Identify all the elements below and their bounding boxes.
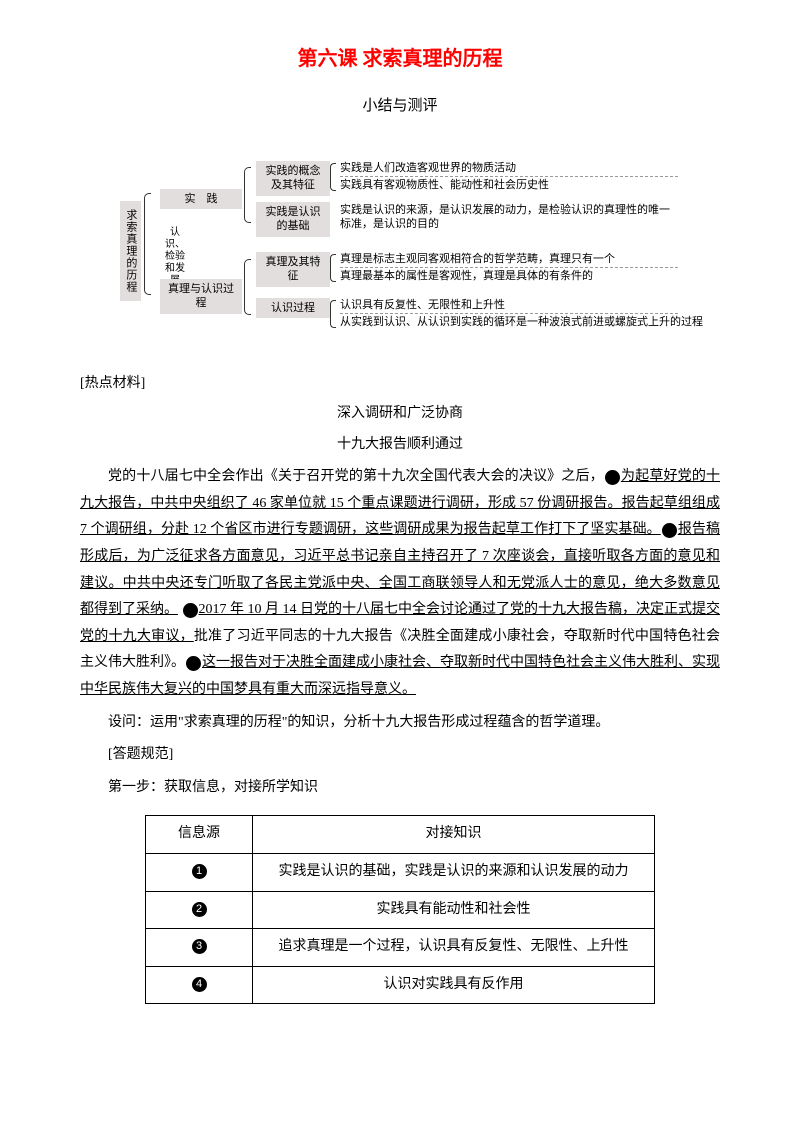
diagram-root: 求索真理的历程 (120, 201, 141, 301)
para-lead: 党的十八届七中全会作出《关于召开党的第十九次全国代表大会的决议》之后， (108, 469, 604, 484)
table-row: 1 实践是认识的基础，实践是认识的来源和认识发展的动力 (146, 854, 655, 892)
table-header-row: 信息源 对接知识 (146, 816, 655, 854)
table-row: 3 追求真理是一个过程，认识具有反复性、无限性、上升性 (146, 929, 655, 967)
dashed-line (340, 313, 678, 314)
diagram-text: 实践是人们改造客观世界的物质活动 (340, 161, 516, 176)
diagram-text: 实践是认识的来源，是认识发展的动力，是检验认识的真理性的唯一标准，是认识的目的 (340, 203, 680, 233)
hotspot-title: 深入调研和广泛协商 (80, 401, 720, 428)
knowledge-table: 信息源 对接知识 1 实践是认识的基础，实践是认识的来源和认识发展的动力 2 实… (145, 815, 655, 1004)
diagram-text: 真理最基本的属性是客观性，真理是具体的有条件的 (340, 269, 593, 284)
circled-number-icon: 4 (186, 656, 201, 671)
bracket-icon (330, 300, 336, 328)
circled-number-icon: 1 (192, 864, 207, 879)
circled-number-icon: 3 (183, 603, 198, 618)
diagram-branch1: 实 践 (160, 189, 242, 210)
lesson-title: 第六课 求索真理的历程 (80, 40, 720, 78)
diagram-text: 实践具有客观物质性、能动性和社会历史性 (340, 178, 549, 193)
bracket-icon (244, 167, 251, 223)
bracket-icon (330, 163, 336, 191)
diagram-text: 认识具有反复性、无限性和上升性 (340, 298, 505, 313)
circled-number-icon: 3 (192, 939, 207, 954)
circled-number-icon: 2 (192, 902, 207, 917)
question-para: 设问：运用"求索真理的历程"的知识，分析十九大报告形成过程蕴含的哲学道理。 (80, 710, 720, 737)
circled-number-icon: 2 (662, 523, 677, 538)
lesson-subtitle: 小结与测评 (80, 92, 720, 121)
diagram-sub: 认识过程 (256, 298, 330, 319)
concept-diagram: 求索真理的历程 认识、检验和发展 实 践 真理与认识过程 实践的概念及其特征 实… (120, 161, 680, 331)
hotspot-title: 十九大报告顺利通过 (80, 432, 720, 459)
table-cell: 追求真理是一个过程，认识具有反复性、无限性、上升性 (253, 929, 655, 967)
page: 第六课 求索真理的历程 小结与测评 求索真理的历程 认识、检验和发展 实 践 真… (0, 0, 800, 1044)
step-label: 第一步：获取信息，对接所学知识 (80, 775, 720, 802)
diagram-sub: 实践是认识的基础 (256, 202, 330, 238)
table-cell: 2 (146, 891, 253, 929)
hotspot-label: [热点材料] (80, 371, 720, 398)
table-header: 对接知识 (253, 816, 655, 854)
bracket-icon (330, 254, 336, 282)
table-cell: 3 (146, 929, 253, 967)
dashed-line (340, 267, 678, 268)
table-cell: 4 (146, 966, 253, 1004)
diagram-sub: 实践的概念及其特征 (256, 161, 330, 197)
table-cell: 1 (146, 854, 253, 892)
circled-number-icon: 1 (605, 470, 620, 485)
dashed-line (340, 176, 678, 177)
diagram-branch2: 真理与认识过程 (160, 279, 242, 315)
diagram-text: 从实践到认识、从认识到实践的循环是一种波浪式前进或螺旋式上升的过程 (340, 315, 703, 330)
table-row: 2 实践具有能动性和社会性 (146, 891, 655, 929)
table-row: 4 认识对实践具有反作用 (146, 966, 655, 1004)
bracket-icon (144, 193, 151, 295)
main-paragraph: 党的十八届七中全会作出《关于召开党的第十九次全国代表大会的决议》之后，1为起草好… (80, 464, 720, 703)
table-cell: 认识对实践具有反作用 (253, 966, 655, 1004)
diagram-text: 真理是标志主观同客观相符合的哲学范畴，真理只有一个 (340, 252, 615, 267)
diagram-sub: 真理及其特征 (256, 252, 330, 288)
table-cell: 实践具有能动性和社会性 (253, 891, 655, 929)
table-cell: 实践是认识的基础，实践是认识的来源和认识发展的动力 (253, 854, 655, 892)
circled-number-icon: 4 (192, 977, 207, 992)
bracket-icon (244, 259, 251, 315)
answer-label: [答题规范] (80, 742, 720, 769)
table-header: 信息源 (146, 816, 253, 854)
diagram-mid-label: 认识、检验和发展 (162, 227, 188, 287)
